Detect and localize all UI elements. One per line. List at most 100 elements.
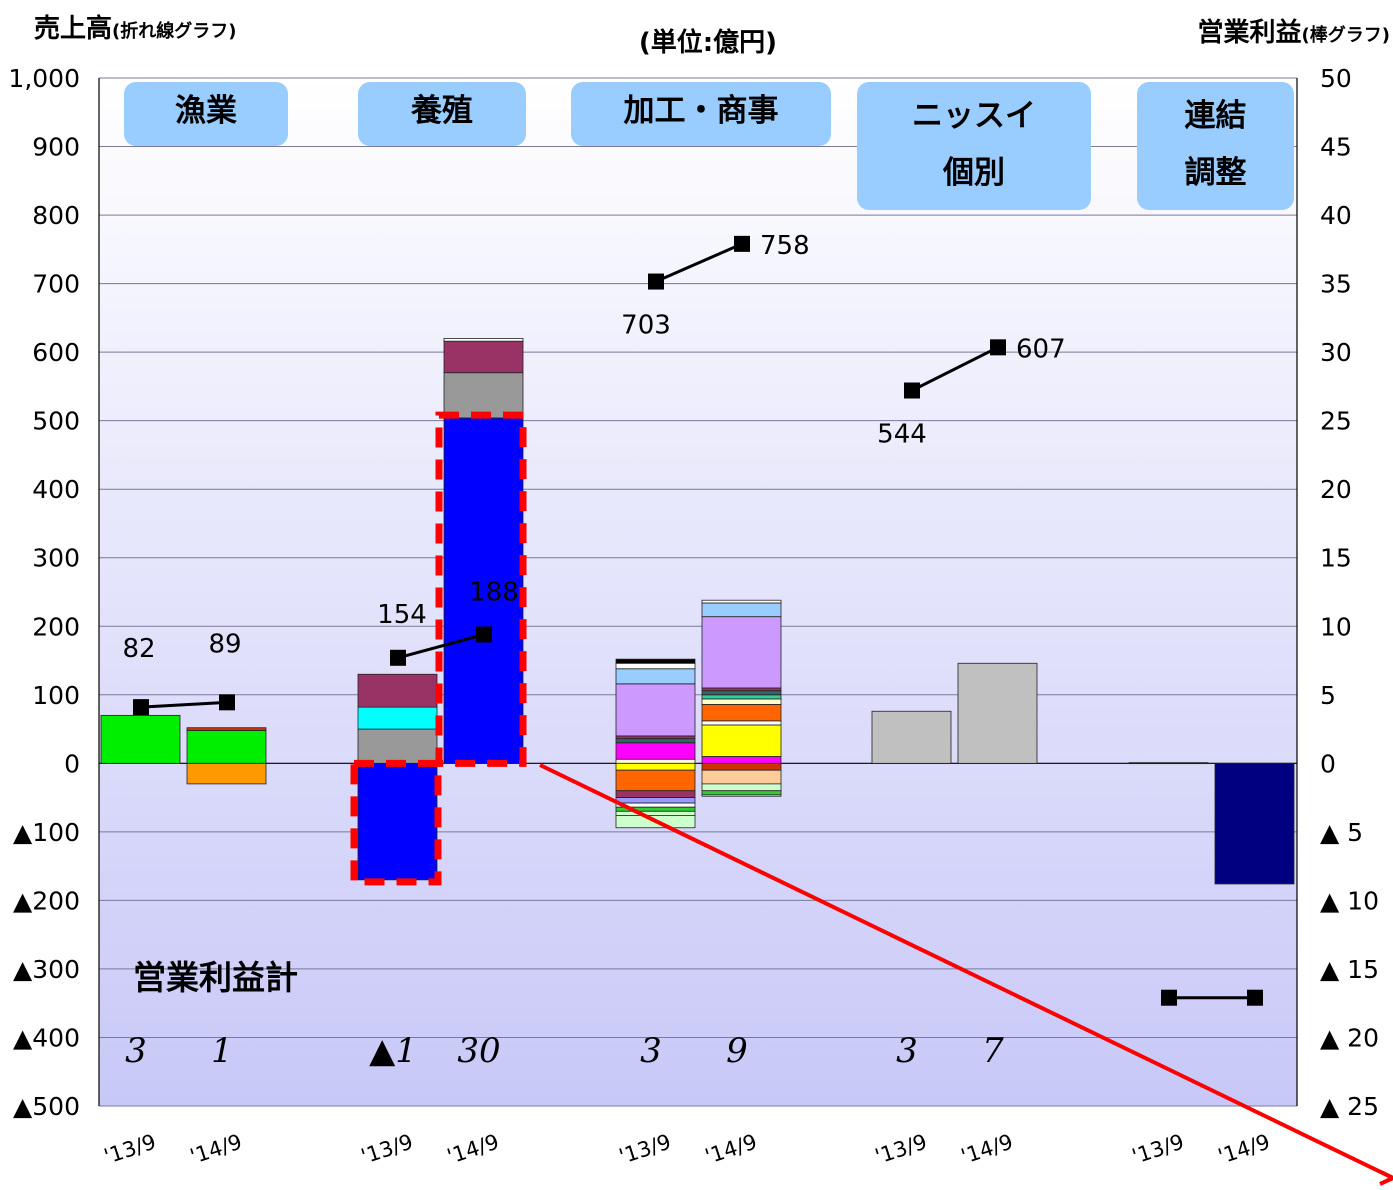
- segment-name: 連結: [1185, 98, 1247, 134]
- sales-marker: [734, 235, 750, 252]
- left-tick-label: 200: [32, 612, 80, 641]
- sales-label: 703: [621, 311, 671, 341]
- right-tick-label: 50: [1320, 64, 1352, 93]
- left-tick-label: ▲400: [13, 1023, 80, 1052]
- profit-total-value: 7: [982, 1031, 1004, 1071]
- right-tick-label: 35: [1320, 270, 1352, 299]
- profit-bar-segment: [357, 762, 438, 881]
- chart-titles: 売上高(折れ線グラフ) (単位:億円) 営業利益(棒グラフ): [34, 13, 1390, 58]
- profit-bar-segment: [701, 602, 782, 618]
- segment-header-box: [571, 82, 831, 146]
- left-tick-label: 1,000: [8, 64, 80, 93]
- profit-bar-segment: [701, 762, 782, 771]
- sales-label: 154: [377, 600, 427, 630]
- profit-total-value: 3: [125, 1031, 147, 1071]
- profit-total-value: 3: [896, 1031, 918, 1071]
- sales-line: [397, 633, 485, 660]
- profit-bar-segment: [957, 662, 1038, 764]
- profit-total-value: 3: [640, 1031, 662, 1071]
- profit-bars: [100, 338, 1295, 885]
- period-label: '14/9: [187, 1130, 245, 1169]
- left-tick-label: 300: [32, 544, 80, 573]
- plot-area: [99, 78, 1297, 1106]
- profit-bar-segment: [186, 762, 267, 785]
- profit-bar-segment: [701, 694, 782, 700]
- right-tick-label: 40: [1320, 201, 1352, 230]
- profit-bar-segment: [357, 673, 438, 708]
- arrow-head: [1379, 1170, 1393, 1186]
- trend-arrow: [539, 763, 1393, 1186]
- right-tick-label: 30: [1320, 338, 1352, 367]
- left-tick-label: 0: [64, 749, 80, 778]
- segment-name: 加工・商事: [624, 93, 779, 129]
- segment-name: 養殖: [410, 93, 473, 129]
- axes: 1,0009008007006005004003002001000▲100▲20…: [8, 64, 1379, 1121]
- profit-bar-segment: [701, 794, 782, 797]
- profit-bar-segment: [701, 720, 782, 726]
- profit-bar-segment: [186, 730, 267, 764]
- left-tick-label: 800: [32, 201, 80, 230]
- right-tick-label: 10: [1320, 612, 1352, 641]
- sales-marker: [476, 626, 492, 643]
- profit-bar-segment: [443, 372, 524, 419]
- profit-bar-segment: [615, 797, 696, 804]
- period-label: '13/9: [1129, 1130, 1187, 1169]
- segment-header-box: [124, 82, 288, 146]
- period-label: '14/9: [1215, 1130, 1273, 1169]
- profit-bar-segment: [1128, 762, 1209, 765]
- profit-bar-segment: [615, 738, 696, 744]
- period-label: '13/9: [101, 1130, 159, 1169]
- profit-bar-segment: [701, 616, 782, 689]
- sales-label: 82: [122, 634, 155, 664]
- profit-bar-segment: [615, 790, 696, 798]
- right-tick-label: ▲ 5: [1320, 818, 1363, 847]
- left-tick-label: 900: [32, 133, 80, 162]
- profit-total-value: 1: [211, 1031, 233, 1071]
- right-axis-title: 営業利益(棒グラフ): [1198, 18, 1390, 48]
- right-tick-label: 45: [1320, 133, 1352, 162]
- gridlines: [99, 77, 1297, 1107]
- profit-bar-segment: [701, 599, 782, 604]
- period-label: '13/9: [358, 1130, 416, 1169]
- profit-bar-segment: [701, 690, 782, 696]
- sales-marker: [1247, 989, 1263, 1006]
- left-axis-title: 売上高(折れ線グラフ): [34, 13, 236, 44]
- sales-label: 188: [469, 577, 519, 607]
- profit-total-value: ▲1: [369, 1031, 417, 1071]
- profit-bar-segment: [443, 340, 524, 374]
- period-label: '13/9: [616, 1130, 674, 1169]
- profit-bar-segment: [615, 735, 696, 740]
- profit-bar-segment: [186, 727, 267, 731]
- right-tick-label: 5: [1320, 681, 1336, 710]
- sales-label: 89: [208, 629, 241, 659]
- profit-bar-segment: [443, 417, 524, 764]
- right-tick-label: ▲ 20: [1320, 1023, 1379, 1052]
- profit-bar-segment: [701, 703, 782, 722]
- left-tick-label: ▲200: [13, 886, 80, 915]
- right-tick-label: 15: [1320, 544, 1352, 573]
- left-tick-label: ▲300: [13, 955, 80, 984]
- profit-bar-segment: [615, 662, 696, 670]
- profit-bar-segment: [1214, 762, 1295, 885]
- sales-line: [140, 700, 228, 709]
- profit-bar-segment: [701, 724, 782, 757]
- profit-bar-segment: [615, 683, 696, 737]
- left-tick-label: 100: [32, 681, 80, 710]
- segment-header-box: [857, 82, 1091, 210]
- segment-name: 漁業: [175, 93, 237, 129]
- profit-bar-segment: [615, 758, 696, 764]
- sales-marker: [1161, 989, 1177, 1006]
- sales-line: [655, 242, 743, 283]
- highlight-frame: [435, 411, 527, 767]
- period-label: '13/9: [872, 1130, 930, 1169]
- right-tick-label: ▲ 25: [1320, 1092, 1379, 1121]
- right-tick-label: 20: [1320, 475, 1352, 504]
- unit-label: (単位:億円): [639, 27, 777, 58]
- segment-name: 個別: [942, 155, 1005, 191]
- right-tick-label: 0: [1320, 749, 1336, 778]
- sales-lines: 82 89 154 188 703 758 544 607: [122, 231, 1263, 1006]
- profit-bar-segment: [615, 668, 696, 685]
- profit-bar-segment: [100, 714, 181, 764]
